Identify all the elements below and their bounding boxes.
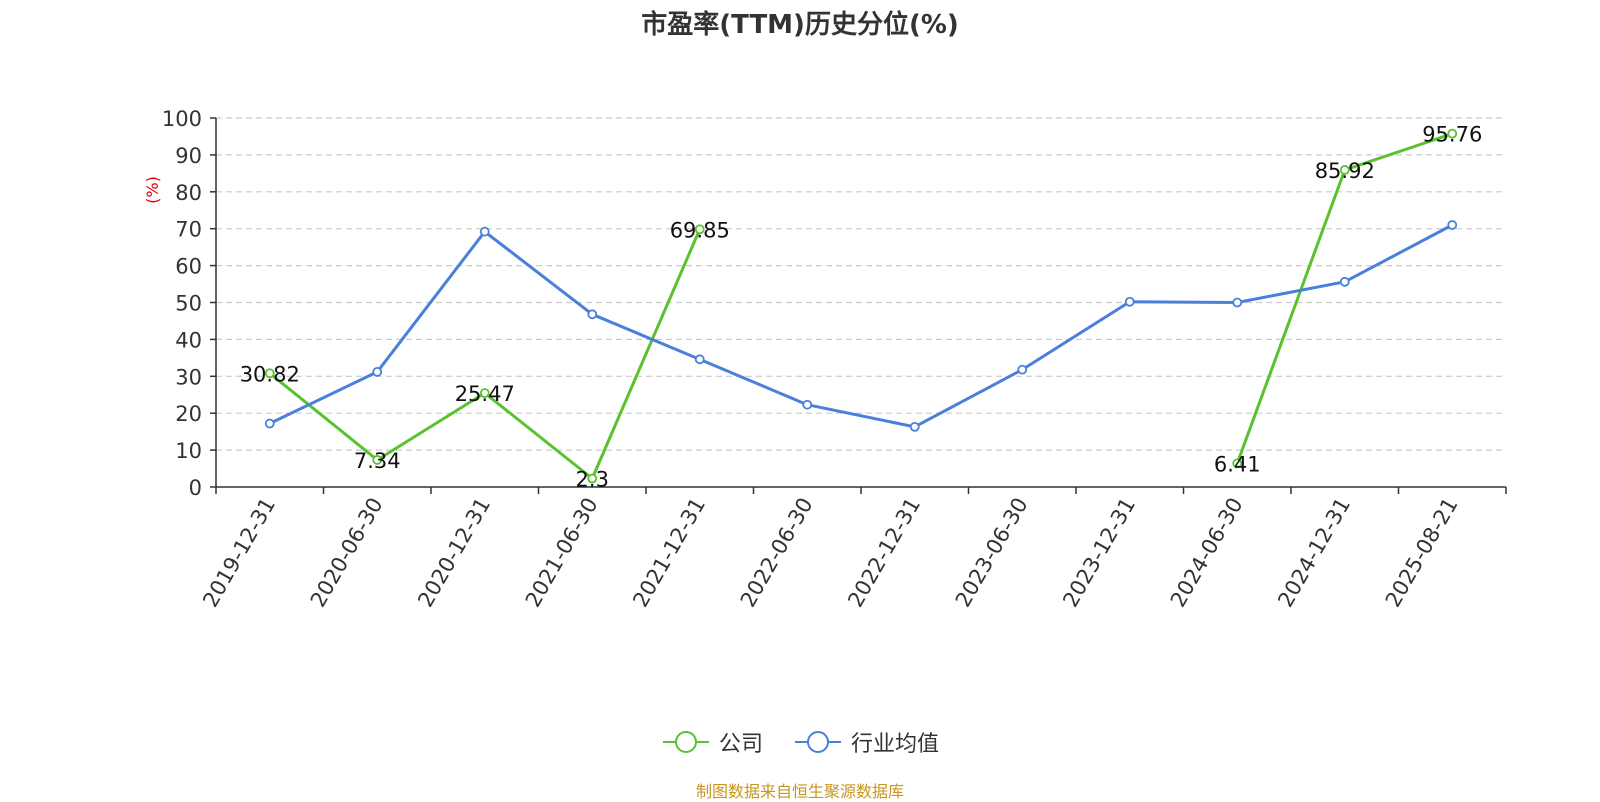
y-tick-label: 100	[162, 107, 202, 131]
line-chart: 0 10 20 30 40 50 60 70 80 90 100 (%) 2019-12-31 2020-…	[143, 107, 1507, 612]
x-tick-label: 2019-12-31	[198, 494, 280, 612]
data-labels: 30.82 7.34 25.47 2.3 69.85 6.41 85.92 95.76	[240, 123, 1483, 492]
data-label: 6.41	[1214, 452, 1261, 476]
data-point	[264, 368, 275, 379]
data-point	[1232, 297, 1243, 308]
legend-label: 公司	[718, 732, 763, 757]
data-point	[479, 226, 490, 237]
legend: 公司 行业均值	[0, 722, 1600, 762]
data-point	[1017, 364, 1028, 375]
legend-label: 行业均值	[851, 732, 940, 757]
data-point	[264, 418, 275, 429]
legend-marker-icon	[662, 731, 709, 753]
data-point	[587, 309, 598, 320]
x-tick-label: 2025-08-21	[1381, 494, 1463, 612]
chart-title: 市盈率(TTM)历史分位(%)	[641, 10, 959, 40]
x-tick-label: 2023-06-30	[951, 494, 1033, 612]
series-0	[264, 128, 1458, 484]
grid-lines	[216, 117, 1506, 451]
y-tick-label: 40	[175, 328, 202, 352]
data-point	[1447, 220, 1458, 230]
legend-marker-icon	[795, 731, 841, 753]
legend-item-0[interactable]: 公司	[661, 726, 763, 758]
source-note: 制图数据来自恒生聚源数据库	[695, 782, 904, 801]
series	[264, 128, 1458, 484]
x-tick-label: 2024-12-31	[1273, 494, 1355, 612]
y-tick-label: 60	[175, 255, 202, 279]
data-point	[1339, 276, 1350, 287]
y-tick-label: 50	[175, 292, 202, 316]
data-point	[1124, 296, 1135, 307]
y-tick-label: 90	[175, 144, 202, 168]
series-line	[268, 228, 702, 481]
data-label: 2.3	[576, 468, 609, 492]
x-tick-label: 2020-06-30	[306, 494, 388, 612]
y-tick-label: 10	[175, 439, 202, 463]
data-point	[1232, 458, 1243, 469]
y-tick-label: 0	[189, 476, 202, 500]
data-point	[694, 354, 705, 365]
data-point	[479, 388, 490, 398]
x-tick-label: 2020-12-31	[413, 494, 495, 612]
data-point	[802, 399, 813, 410]
data-label: 95.76	[1422, 123, 1482, 147]
y-tick-label: 80	[175, 181, 202, 205]
y-tick-label: 20	[175, 402, 202, 426]
y-axis-label: (%)	[143, 176, 162, 204]
data-point	[909, 421, 920, 432]
x-tick-label: 2022-12-31	[843, 494, 925, 612]
y-tick-label: 70	[175, 218, 202, 242]
series-line	[269, 223, 1453, 429]
data-label: 7.34	[354, 449, 401, 473]
data-point	[372, 366, 383, 377]
x-tick-label: 2023-12-31	[1058, 494, 1140, 612]
x-tick-label: 2024-06-30	[1166, 494, 1248, 612]
data-label: 69.85	[670, 218, 730, 242]
y-tick-label: 30	[175, 365, 202, 389]
data-point	[587, 473, 598, 484]
x-tick-label: 2021-06-30	[521, 494, 603, 612]
series-1	[264, 220, 1458, 432]
data-point	[694, 224, 705, 235]
series-line	[1235, 132, 1453, 464]
data-label: 25.47	[455, 382, 515, 406]
data-label: 85.92	[1315, 159, 1375, 183]
legend-item-1[interactable]: 行业均值	[793, 726, 939, 758]
data-label: 30.82	[240, 362, 300, 386]
data-point	[372, 455, 383, 465]
data-point	[1447, 128, 1458, 139]
axes: 0 10 20 30 40 50 60 70 80 90 100 (%) 2019-12-31 2020-…	[143, 107, 1507, 612]
x-tick-label: 2021-12-31	[628, 494, 710, 612]
data-point	[1339, 165, 1350, 175]
x-tick-label: 2022-06-30	[736, 494, 818, 612]
